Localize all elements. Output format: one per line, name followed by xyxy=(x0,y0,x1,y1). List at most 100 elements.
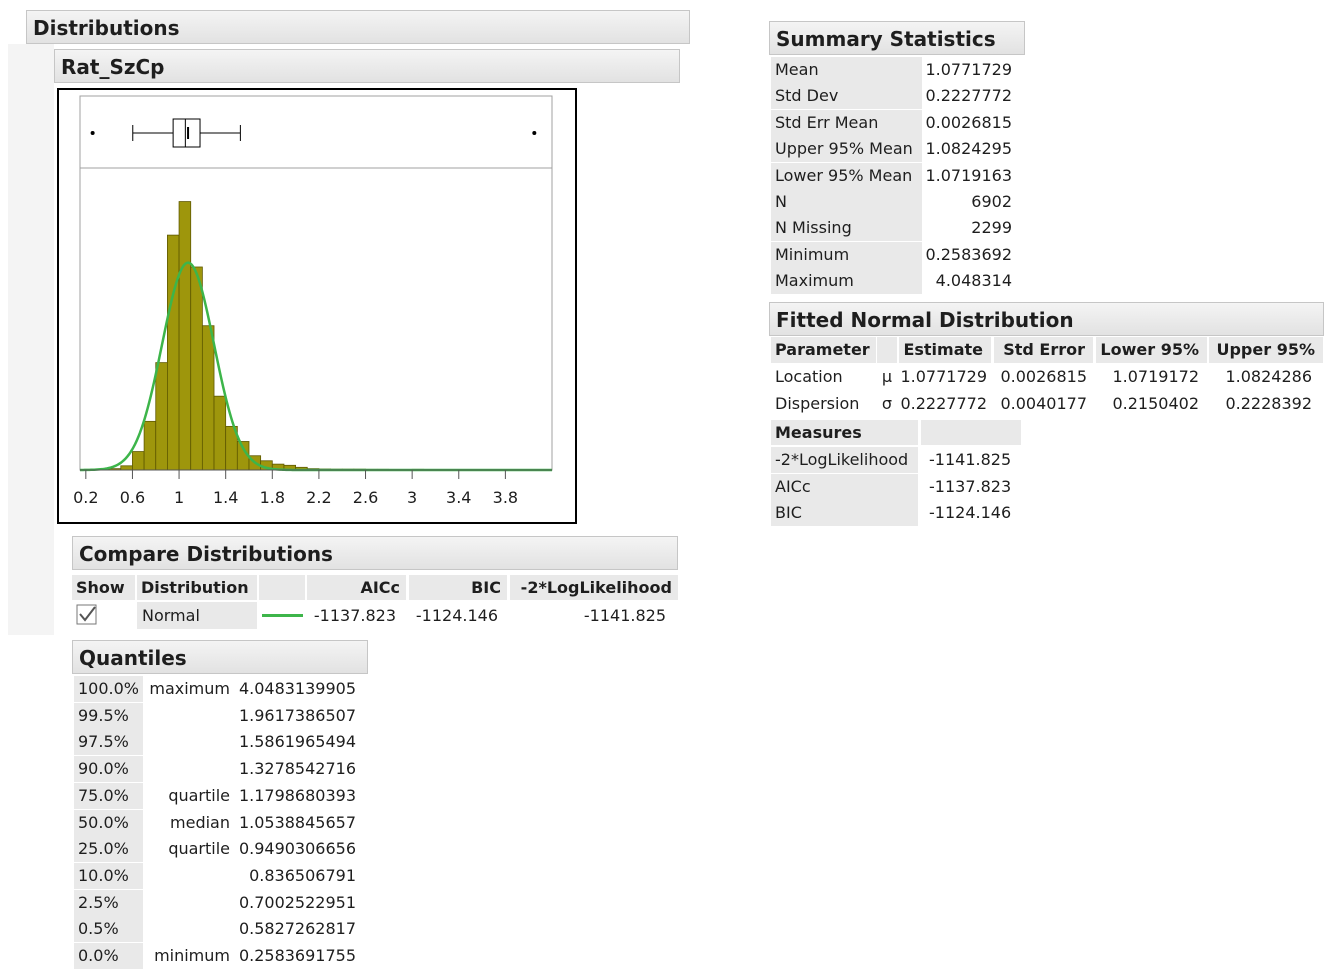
variable-header: Rat_SzCp xyxy=(54,49,680,83)
column-header: BIC xyxy=(409,575,507,600)
x-tick-label: 0.6 xyxy=(120,488,145,507)
section-header: Compare Distributions xyxy=(72,536,678,570)
quantile-value: 0.9490306656 xyxy=(238,839,356,859)
show-checkbox[interactable] xyxy=(76,604,98,626)
parameter-cell: 0.2227772 xyxy=(900,393,987,413)
box xyxy=(172,118,201,148)
parameter-cell: 0.0026815 xyxy=(1000,367,1087,386)
stat-value: 1.0824295 xyxy=(925,139,1012,159)
bar xyxy=(213,395,227,471)
measures-header: Measures xyxy=(771,420,918,445)
quantile-value: 1.9617386507 xyxy=(238,705,356,725)
stat-label: Upper 95% Mean xyxy=(771,136,922,163)
quantile-label: quartile xyxy=(168,785,230,805)
stat-value: 1.0719163 xyxy=(925,165,1012,185)
quantile-value: 4.0483139905 xyxy=(238,679,356,698)
x-tick-label: 2.6 xyxy=(353,488,378,507)
x-tick-label: 2.2 xyxy=(306,488,331,507)
measure-label: -2*LogLikelihood xyxy=(771,447,918,473)
x-tick-label: 1 xyxy=(174,488,184,507)
x-tick-label: 1.4 xyxy=(213,488,238,507)
x-tick-label: 3.8 xyxy=(493,488,518,507)
measure-label: BIC xyxy=(771,500,918,526)
quantile-value: 1.1798680393 xyxy=(238,785,356,805)
quantile-label: minimum xyxy=(154,946,230,965)
parameter-cell: σ xyxy=(881,393,893,413)
column-header: Std Error xyxy=(994,337,1093,363)
quantile-percent: 75.0% xyxy=(74,782,143,809)
stat-label: Std Err Mean xyxy=(771,109,922,136)
column-header: Estimate xyxy=(899,337,991,363)
quantile-percent: 50.0% xyxy=(74,809,143,836)
quantile-value: 1.5861965494 xyxy=(238,732,356,752)
quantile-percent: 25.0% xyxy=(74,836,143,863)
gutter xyxy=(8,44,54,635)
x-tick-label: 0.2 xyxy=(73,488,98,507)
quantile-value: 0.5827262817 xyxy=(238,919,356,939)
measure-value: -1141.825 xyxy=(929,450,1012,469)
column-header-blank xyxy=(877,337,897,363)
distribution-name: Normal xyxy=(137,602,257,629)
quantile-label: median xyxy=(170,812,230,832)
measure-value: -1124.146 xyxy=(929,503,1012,522)
column-header: Upper 95% xyxy=(1209,337,1323,363)
stat-label: Mean xyxy=(771,57,922,83)
stat-label: Maximum xyxy=(771,268,922,295)
parameter-cell: μ xyxy=(881,367,893,386)
parameter-cell: 0.0040177 xyxy=(1000,393,1087,413)
bar xyxy=(143,420,157,471)
column-header: Parameter xyxy=(771,337,876,363)
quantile-percent: 90.0% xyxy=(74,756,143,783)
parameter-cell: Location xyxy=(775,367,843,386)
stat-label: Minimum xyxy=(771,241,922,268)
quantile-percent: 0.0% xyxy=(74,943,143,969)
outlier-min xyxy=(90,131,95,135)
quantile-value: 0.2583691755 xyxy=(238,946,356,965)
distribution-chart: 0.2 0.6 1 1.4 1.8 2.2 2.6 3 3.4 3.8 xyxy=(57,88,577,524)
quantile-percent: 10.0% xyxy=(74,862,143,889)
quantile-label: maximum xyxy=(149,679,230,698)
x-tick-label: 3.4 xyxy=(446,488,471,507)
column-header: AICc xyxy=(307,575,406,600)
measure-value: -1137.823 xyxy=(929,476,1012,496)
stat-value: 4.048314 xyxy=(935,271,1012,291)
measure-label: AICc xyxy=(771,473,918,500)
stat-label: N xyxy=(771,189,922,215)
section-header: Fitted Normal Distribution xyxy=(769,302,1324,336)
quantile-percent: 100.0% xyxy=(74,676,143,702)
bic-value: -1124.146 xyxy=(415,606,498,625)
loglik-value: -1141.825 xyxy=(583,606,666,625)
stat-value: 1.0771729 xyxy=(925,60,1012,79)
x-tick-label: 3 xyxy=(407,488,417,507)
section-header: Quantiles xyxy=(72,640,368,674)
quantile-value: 0.7002522951 xyxy=(238,892,356,912)
bar xyxy=(155,362,168,471)
quantile-value: 1.3278542716 xyxy=(238,759,356,779)
parameter-cell: 1.0719172 xyxy=(1112,367,1199,386)
legend-swatch xyxy=(262,614,303,617)
bar xyxy=(167,234,180,471)
x-tick-label: 1.8 xyxy=(260,488,285,507)
stat-label: Lower 95% Mean xyxy=(771,162,922,189)
stat-label: N Missing xyxy=(771,215,922,242)
bar xyxy=(178,201,192,471)
quantile-percent: 0.5% xyxy=(74,916,143,943)
stat-value: 2299 xyxy=(971,218,1012,238)
column-header: Distribution xyxy=(137,575,257,600)
parameter-cell: 1.0824286 xyxy=(1225,367,1312,386)
parameter-cell: 0.2150402 xyxy=(1112,393,1199,413)
aicc-value: -1137.823 xyxy=(313,606,396,625)
bar xyxy=(201,325,215,471)
quantile-percent: 2.5% xyxy=(74,889,143,916)
quantile-value: 0.836506791 xyxy=(249,865,356,885)
column-header: Show xyxy=(72,575,135,600)
parameter-cell: Dispersion xyxy=(775,393,860,413)
bar xyxy=(190,266,203,471)
section-header: Summary Statistics xyxy=(769,21,1025,55)
column-header-blank xyxy=(259,575,305,600)
stat-value: 0.0026815 xyxy=(925,112,1012,132)
stat-value: 0.2583692 xyxy=(925,244,1012,264)
stat-value: 6902 xyxy=(971,192,1012,211)
parameter-cell: 1.0771729 xyxy=(900,367,987,386)
